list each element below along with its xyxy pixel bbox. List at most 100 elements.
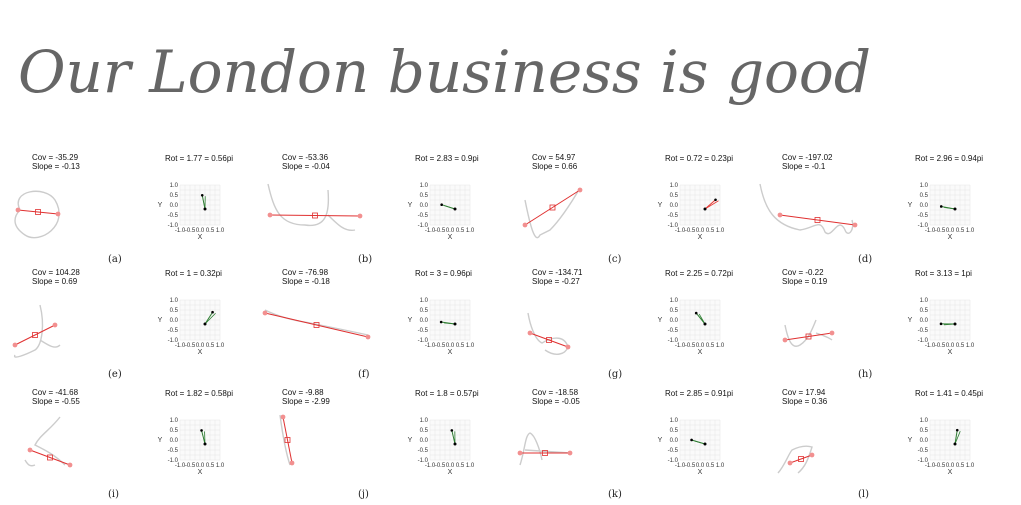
- x-tick-label: -1.0: [925, 343, 936, 349]
- panel-label: (i): [108, 489, 120, 500]
- panel-label: (b): [358, 254, 373, 265]
- endpoint-dot: [829, 330, 835, 336]
- stroke-trajectory: [24, 416, 66, 467]
- x-axis-label: X: [198, 469, 203, 476]
- rotation-plot: -1.0 -0.5 0.0 0.5 1.01.00.50.0-0.5-1.0XY: [158, 418, 225, 476]
- rotation-plot: -1.0 -0.5 0.0 0.5 1.01.00.50.0-0.5-1.0XY: [908, 418, 975, 476]
- origin-dot: [703, 322, 707, 326]
- cov-label: Cov = -197.02: [782, 153, 833, 162]
- regression-line: [784, 332, 833, 341]
- handwriting-text: Our London business is good: [18, 38, 871, 106]
- y-tick-label: -0.5: [168, 213, 179, 219]
- vector-end-dot: [439, 320, 443, 324]
- stroke-trajectory: [267, 183, 356, 232]
- endpoint-dot: [55, 211, 61, 217]
- x-tick-label: 0.0: [696, 343, 705, 349]
- y-axis-label: Y: [908, 317, 913, 324]
- regression-line: [29, 449, 71, 466]
- y-tick-label: 0.5: [670, 193, 679, 199]
- y-axis-label: Y: [158, 317, 163, 324]
- endpoint-dot: [27, 447, 33, 453]
- x-tick-label: 0.5: [206, 343, 215, 349]
- y-tick-label: 0.5: [920, 193, 929, 199]
- endpoint-dot: [365, 334, 371, 340]
- panel-label: (h): [858, 369, 873, 380]
- x-tick-label: -0.5: [685, 463, 696, 469]
- slope-label: Slope = -0.55: [32, 397, 80, 406]
- stroke-trajectory: [14, 190, 60, 239]
- cov-label: Cov = -41.68: [32, 388, 79, 397]
- rotation-vector-secondary: [204, 312, 216, 325]
- regression-line: [264, 312, 369, 338]
- y-axis-label: Y: [408, 437, 413, 444]
- x-axis-label: X: [698, 469, 703, 476]
- x-tick-label: 0.5: [206, 463, 215, 469]
- stroke-plot: [14, 190, 61, 239]
- slope-label: Slope = -0.27: [532, 277, 580, 286]
- regression-line: [282, 416, 293, 464]
- panel-label: (e): [108, 369, 122, 380]
- endpoint-dot: [289, 460, 295, 466]
- rotation-vector-secondary: [444, 205, 456, 210]
- y-tick-label: 1.0: [170, 183, 179, 189]
- x-axis-label: X: [698, 234, 703, 241]
- endpoint-dot: [527, 330, 533, 336]
- slope-label: Slope = -0.04: [282, 162, 330, 171]
- panel-label: (g): [608, 369, 623, 380]
- rotation-vector-secondary: [943, 323, 956, 326]
- slope-label: Slope = -2.99: [282, 397, 330, 406]
- rotation-title: Rot = 1 = 0.32pi: [165, 269, 222, 278]
- centroid-marker: [32, 332, 38, 338]
- rotation-plot: -1.0 -0.5 0.0 0.5 1.01.00.50.0-0.5-1.0XY: [658, 298, 725, 356]
- y-tick-label: 0.5: [420, 308, 429, 314]
- panel-label: (l): [858, 489, 870, 500]
- rotation-plot: -1.0 -0.5 0.0 0.5 1.01.00.50.0-0.5-1.0XY: [408, 298, 475, 356]
- y-tick-label: 1.0: [920, 183, 929, 189]
- x-tick-label: -1.0: [925, 463, 936, 469]
- endpoint-dot: [567, 450, 573, 456]
- stroke-plot: [759, 183, 858, 235]
- x-tick-label: 1.0: [216, 343, 225, 349]
- x-tick-label: -0.5: [935, 343, 946, 349]
- stroke-trajectory: [784, 319, 833, 347]
- rotation-plot: -1.0 -0.5 0.0 0.5 1.01.00.50.0-0.5-1.0XY: [908, 298, 975, 356]
- y-tick-label: -0.5: [668, 213, 679, 219]
- centroid-marker: [284, 437, 291, 443]
- y-tick-label: -1.0: [668, 458, 679, 464]
- vector-end-dot: [200, 429, 203, 432]
- rotation-title: Rot = 2.25 = 0.72pi: [665, 269, 734, 278]
- rotation-plot: -1.0 -0.5 0.0 0.5 1.01.00.50.0-0.5-1.0XY: [408, 418, 475, 476]
- x-tick-label: 0.0: [446, 343, 455, 349]
- slope-label: Slope = 0.19: [782, 277, 828, 286]
- rotation-vector: [204, 311, 213, 325]
- x-tick-label: 0.5: [456, 343, 465, 349]
- x-tick-label: 0.0: [196, 463, 205, 469]
- y-tick-label: 1.0: [420, 418, 429, 424]
- rotation-vector-secondary: [444, 322, 456, 325]
- figure-panel-c: Cov = 54.97 Slope = 0.66 -1.0 -0.5 0.0 0.5 1.0…: [500, 140, 755, 265]
- x-tick-label: 0.0: [196, 228, 205, 234]
- x-tick-label: 1.0: [216, 228, 225, 234]
- y-axis-label: Y: [658, 437, 663, 444]
- x-tick-label: 1.0: [216, 463, 225, 469]
- stroke-plot: [517, 432, 573, 466]
- x-tick-label: -0.5: [435, 228, 446, 234]
- x-axis-label: X: [198, 234, 203, 241]
- x-tick-label: 0.0: [946, 463, 955, 469]
- cov-label: Cov = -134.71: [532, 268, 583, 277]
- x-tick-label: 0.0: [696, 228, 705, 234]
- figure-panel-d: Cov = -197.02 Slope = -0.1 -1.0 -0.5 0.0 0.5 1…: [750, 140, 1005, 265]
- x-tick-label: 0.5: [706, 228, 715, 234]
- x-tick-label: 0.5: [956, 343, 965, 349]
- origin-dot: [453, 442, 457, 446]
- cov-label: Cov = 17.94: [782, 388, 826, 397]
- x-tick-label: 0.0: [196, 343, 205, 349]
- rotation-title: Rot = 1.41 = 0.45pi: [915, 389, 984, 398]
- x-tick-label: -1.0: [675, 228, 686, 234]
- y-tick-label: -1.0: [418, 458, 429, 464]
- vector-end-dot: [955, 428, 959, 432]
- endpoint-dot: [15, 207, 21, 213]
- y-tick-label: 0.0: [420, 318, 429, 324]
- y-tick-label: 0.5: [670, 308, 679, 314]
- slope-label: Slope = 0.36: [782, 397, 828, 406]
